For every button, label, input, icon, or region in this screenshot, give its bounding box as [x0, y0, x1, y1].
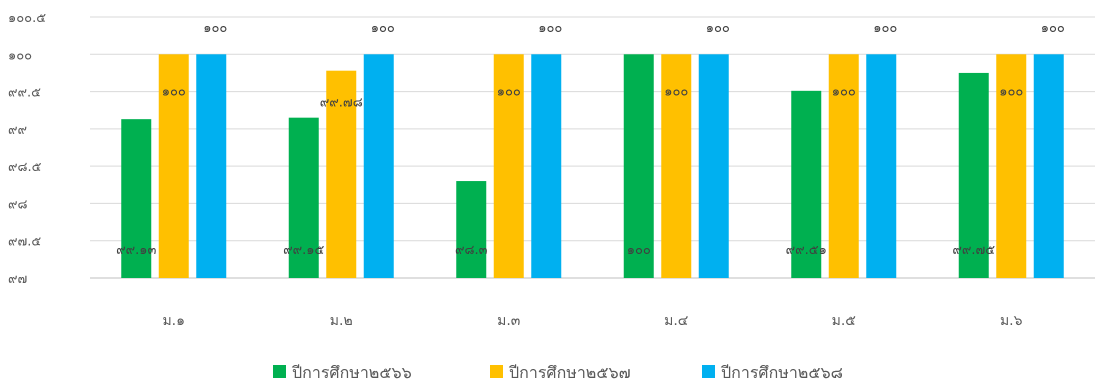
bar-3: [196, 54, 227, 279]
x-category-label: ม.๕: [832, 313, 856, 329]
data-label: ๙๙.๗๘: [320, 95, 363, 110]
data-label: ๙๘.๓: [455, 243, 488, 258]
legend: ปีการศึกษา๒๕๖๖ ปีการศึกษา๒๕๖๗ ปีการศึกษา๒๕…: [273, 363, 843, 382]
data-label: ๑๐๐: [832, 84, 856, 99]
data-labels: ๙๙.๑๓๑๐๐๑๐๐๙๙.๑๕๙๙.๗๘๑๐๐๙๘.๓๑๐๐๑๐๐๑๐๐๑๐๐…: [116, 21, 1065, 258]
x-category-label: ม.๓: [497, 313, 520, 329]
data-label: ๑๐๐: [706, 21, 730, 36]
data-label: ๑๐๐: [999, 84, 1023, 99]
bar-1: [791, 90, 822, 278]
data-label: ๑๐๐: [873, 21, 897, 36]
x-category-label: ม.๖: [1000, 313, 1023, 329]
legend-swatch-2: [490, 365, 503, 378]
y-tick-label: ๙๙.๕: [8, 86, 41, 101]
bar-2: [326, 70, 357, 278]
bar-2: [828, 54, 859, 279]
legend-label: ปีการศึกษา๒๕๖๘: [721, 363, 843, 382]
data-label: ๑๐๐: [1041, 21, 1065, 36]
y-axis-ticks: ๙๗ ๙๗.๕ ๙๘ ๙๘.๕ ๙๙ ๙๙.๕ ๑๐๐ ๑๐๐.๕: [8, 11, 46, 287]
bar-1: [121, 119, 152, 278]
legend-label: ปีการศึกษา๒๕๖๗: [509, 363, 631, 382]
data-label: ๑๐๐: [664, 84, 688, 99]
x-axis-categories: ม.๑ ม.๒ ม.๓ ม.๔ ม.๕ ม.๖: [162, 313, 1022, 329]
data-label: ๙๙.๗๕: [952, 243, 995, 258]
data-label: ๙๙.๑๓: [116, 243, 156, 258]
bar-3: [1033, 54, 1064, 279]
y-tick-label: ๑๐๐: [8, 48, 32, 63]
bar-3: [698, 54, 729, 279]
y-tick-label: ๙๘: [8, 197, 28, 212]
data-label: ๑๐๐: [538, 21, 562, 36]
legend-label: ปีการศึกษา๒๕๖๖: [292, 363, 412, 382]
bar-2: [661, 54, 692, 279]
x-category-label: ม.๔: [664, 313, 688, 329]
data-label: ๑๐๐: [627, 243, 651, 258]
y-tick-label: ๙๗.๕: [8, 235, 41, 250]
legend-swatch-1: [273, 365, 286, 378]
legend-swatch-3: [702, 365, 715, 378]
y-tick-label: ๑๐๐.๕: [8, 11, 46, 26]
bars: [121, 54, 1064, 279]
gridlines: [90, 16, 1095, 279]
bar-2: [996, 54, 1027, 279]
x-category-label: ม.๑: [162, 313, 185, 329]
y-tick-label: ๙๙: [8, 123, 27, 138]
data-label: ๙๙.๑๕: [283, 243, 324, 258]
bar-1: [456, 181, 487, 278]
bar-2: [158, 54, 189, 279]
data-label: ๑๐๐: [371, 21, 395, 36]
y-tick-label: ๙๗: [8, 272, 27, 287]
bar-1: [958, 72, 989, 278]
data-label: ๙๙.๕๑: [786, 243, 827, 258]
data-label: ๑๐๐: [162, 84, 186, 99]
bar-2: [493, 54, 524, 279]
bar-3: [531, 54, 562, 279]
x-category-label: ม.๒: [330, 313, 353, 329]
data-label: ๑๐๐: [497, 84, 521, 99]
bar-1: [288, 117, 319, 279]
data-label: ๑๐๐: [203, 21, 227, 36]
bar-3: [866, 54, 897, 279]
bar-1: [623, 54, 654, 279]
y-tick-label: ๙๘.๕: [8, 160, 42, 175]
bar-3: [363, 54, 394, 279]
